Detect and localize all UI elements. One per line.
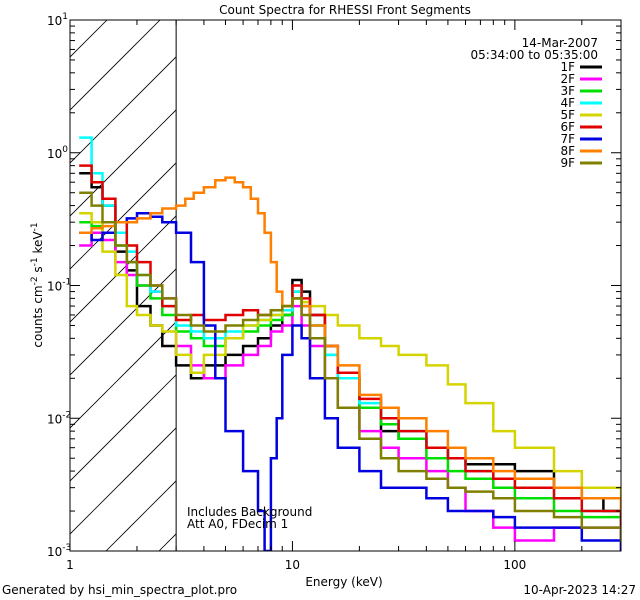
y-tick-exp: -3 — [62, 543, 71, 553]
series-line-2F — [79, 231, 621, 551]
y-tick-label: 100 — [47, 145, 68, 161]
y-tick-base: 10 — [47, 280, 62, 294]
y-label-part: s — [31, 266, 45, 276]
legend-label-6F: 6F — [560, 120, 575, 134]
footer-generated-by: Generated by hsi_min_spectra_plot.pro — [2, 583, 237, 597]
series-line-6F — [79, 164, 621, 529]
legend-label-4F: 4F — [560, 96, 575, 110]
series-layer — [79, 136, 621, 551]
legend-label-9F: 9F — [560, 156, 575, 170]
x-tick-label: 100 — [503, 558, 526, 572]
y-axis-label: counts cm-2 s-1 keV-1 — [30, 222, 45, 347]
hatch-line — [70, 321, 177, 429]
legend-label-7F: 7F — [560, 132, 575, 146]
excluded-energy-hatching — [0, 0, 177, 551]
x-axis-label: Energy (keV) — [305, 575, 382, 589]
y-tick-label: 10-3 — [47, 543, 71, 559]
y-tick-base: 10 — [47, 14, 62, 28]
legend-label-8F: 8F — [560, 144, 575, 158]
hatch-line — [70, 20, 161, 111]
y-label-exp: -1 — [30, 257, 40, 266]
hatch-line — [70, 427, 177, 535]
chart-title: Count Spectra for RHESSI Front Segments — [219, 3, 471, 17]
legend-label-1F: 1F — [560, 60, 575, 74]
y-label-exp: -2 — [30, 276, 40, 285]
series-line-3F — [79, 220, 621, 529]
y-tick-label: 101 — [47, 12, 68, 28]
hatch-line — [0, 0, 30, 551]
hatch-line — [70, 215, 177, 323]
hatch-line — [70, 268, 177, 376]
series-line-9F — [79, 191, 621, 542]
y-tick-base: 10 — [47, 147, 62, 161]
legend-label-5F: 5F — [560, 108, 575, 122]
x-tick-label: 10 — [285, 558, 300, 572]
y-label-part: keV — [31, 231, 45, 258]
y-tick-label: 10-2 — [47, 410, 71, 426]
y-tick-exp: 0 — [62, 145, 68, 155]
axis-ticks — [69, 20, 622, 552]
y-label-exp: -1 — [30, 222, 40, 231]
legend-date: 14-Mar-2007 — [522, 36, 598, 50]
legend-time-range: 05:34:00 to 05:35:00 — [471, 48, 598, 62]
legend-label-2F: 2F — [560, 72, 575, 86]
y-label-part: counts cm — [31, 285, 45, 347]
series-line-5F — [79, 212, 621, 513]
hatch-line — [70, 374, 177, 482]
series-line-8F — [79, 176, 621, 513]
y-tick-base: 10 — [47, 545, 62, 559]
series-line-7F — [79, 212, 621, 551]
legend-label-3F: 3F — [560, 84, 575, 98]
y-tick-exp: -1 — [62, 278, 71, 288]
annotation-background: Includes Background — [187, 505, 312, 519]
y-tick-base: 10 — [47, 412, 62, 426]
annotation-attenuator: Att A0, FDecim 1 — [187, 517, 288, 531]
y-tick-exp: -2 — [62, 410, 71, 420]
x-tick-label: 1 — [66, 558, 74, 572]
y-tick-exp: 1 — [62, 12, 68, 22]
hatch-line — [70, 56, 177, 164]
y-tick-label: 10-1 — [47, 278, 71, 294]
x-tick-labels: 1 10 100 — [66, 558, 526, 572]
hatch-line — [70, 162, 177, 270]
series-line-1F — [79, 172, 621, 542]
footer-timestamp: 10-Apr-2023 14:27 — [523, 583, 636, 597]
